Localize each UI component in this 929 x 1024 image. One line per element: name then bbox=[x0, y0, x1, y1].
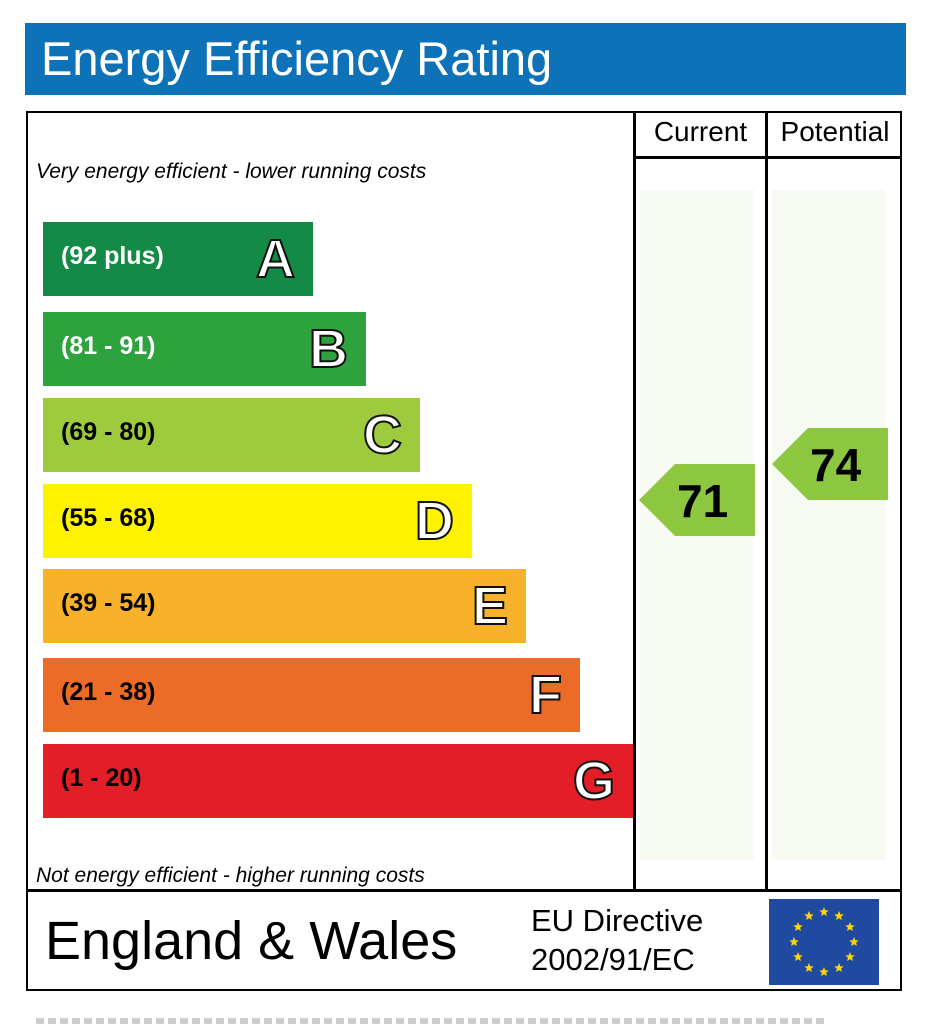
eu-flag-icon bbox=[769, 899, 879, 985]
eu-star-icon bbox=[845, 922, 855, 932]
country-label: England & Wales bbox=[45, 911, 458, 971]
band-b: (81 - 91) B bbox=[43, 312, 366, 386]
header-underline bbox=[633, 156, 902, 159]
eu-star-icon bbox=[834, 911, 844, 921]
rating-frame bbox=[26, 111, 902, 991]
eu-star-icon bbox=[793, 952, 803, 962]
dotted-footer-line bbox=[36, 1018, 826, 1024]
band-e-letter: E bbox=[471, 575, 509, 637]
top-note: Very energy efficient - lower running co… bbox=[36, 160, 427, 183]
band-e-range: (39 - 54) bbox=[61, 589, 156, 617]
band-f: (21 - 38) F bbox=[43, 658, 580, 732]
directive-line-2: 2002/91/EC bbox=[531, 942, 695, 977]
bottom-note: Not energy efficient - higher running co… bbox=[36, 864, 425, 887]
eu-star-icon bbox=[819, 967, 829, 977]
band-b-range: (81 - 91) bbox=[61, 332, 156, 360]
directive-line-1: EU Directive bbox=[531, 903, 704, 938]
divider-current bbox=[633, 111, 636, 891]
column-header-potential: Potential bbox=[780, 116, 890, 147]
current-rating-arrow: 71 bbox=[639, 464, 755, 536]
eu-star-icon bbox=[819, 907, 829, 917]
eu-star-icon bbox=[789, 937, 799, 947]
band-c-letter: C bbox=[362, 404, 403, 466]
eu-star-icon bbox=[849, 937, 859, 947]
band-c-range: (69 - 80) bbox=[61, 418, 156, 446]
eu-star-icon bbox=[834, 962, 844, 973]
eu-star-icon bbox=[793, 922, 803, 932]
band-a: (92 plus) A bbox=[43, 222, 313, 296]
band-e: (39 - 54) E bbox=[43, 569, 526, 643]
divider-potential bbox=[765, 111, 768, 891]
title-banner: Energy Efficiency Rating bbox=[25, 23, 906, 95]
potential-rating-arrow: 74 bbox=[772, 428, 888, 500]
band-g: (1 - 20) G bbox=[43, 744, 633, 818]
band-b-letter: B bbox=[308, 318, 349, 380]
footer-divider bbox=[26, 889, 902, 892]
eu-star-icon bbox=[845, 952, 855, 962]
band-a-letter: A bbox=[255, 228, 296, 290]
band-f-letter: F bbox=[528, 664, 563, 726]
band-a-range: (92 plus) bbox=[61, 242, 164, 270]
band-g-range: (1 - 20) bbox=[61, 764, 142, 792]
column-header-current: Current bbox=[653, 116, 748, 147]
band-c: (69 - 80) C bbox=[43, 398, 420, 472]
band-f-range: (21 - 38) bbox=[61, 678, 156, 706]
chart-title: Energy Efficiency Rating bbox=[41, 32, 553, 85]
band-d: (55 - 68) D bbox=[43, 484, 472, 558]
eu-star-icon bbox=[804, 911, 814, 921]
band-g-letter: G bbox=[572, 750, 616, 812]
current-rating-value: 71 bbox=[677, 475, 729, 527]
potential-rating-value: 74 bbox=[810, 439, 862, 491]
band-d-range: (55 - 68) bbox=[61, 504, 156, 532]
eu-star-icon bbox=[804, 962, 814, 973]
band-d-letter: D bbox=[414, 490, 455, 552]
potential-column-bg bbox=[772, 190, 886, 860]
